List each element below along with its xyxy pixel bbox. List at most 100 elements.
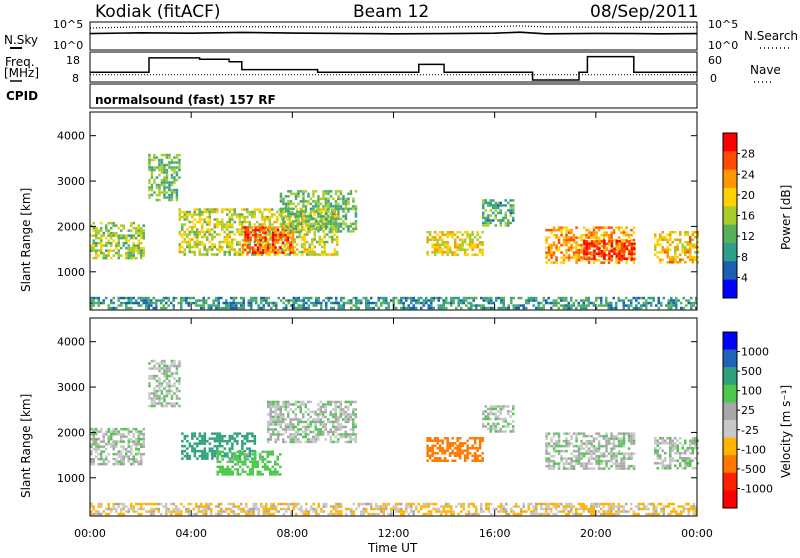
heat-cell (575, 226, 578, 229)
heat-cell (261, 218, 264, 221)
heat-cell (500, 408, 503, 411)
heat-cell (600, 460, 603, 463)
heat-cell (221, 248, 224, 251)
heat-cell (578, 244, 581, 247)
heat-cell (110, 433, 113, 436)
heat-cell (456, 249, 459, 252)
heat-cell (292, 225, 295, 228)
heat-cell (600, 445, 603, 448)
heat-cell (332, 421, 335, 424)
heat-cell (285, 304, 288, 307)
heat-cell (575, 259, 578, 262)
heat-cell (585, 236, 588, 239)
heat-cell (545, 251, 548, 254)
heat-cell (598, 462, 601, 465)
heat-cell (563, 299, 566, 302)
heat-cell (608, 460, 611, 463)
heat-cell (623, 440, 626, 443)
heat-cell (479, 251, 482, 254)
heat-cell (225, 510, 228, 513)
heat-cell (337, 215, 340, 218)
heat-cell (140, 297, 143, 300)
heat-cell (183, 299, 186, 302)
heat-cell (500, 204, 503, 207)
heat-cell (287, 200, 290, 203)
heat-cell (448, 302, 451, 305)
heat-cell (158, 166, 161, 169)
heat-cell (225, 299, 228, 302)
heat-cell (334, 248, 337, 251)
heat-cell (669, 445, 672, 448)
heat-cell (211, 457, 214, 460)
heat-cell (378, 297, 381, 300)
heat-cell (128, 430, 131, 433)
heat-cell (345, 223, 348, 226)
heat-cell (595, 447, 598, 450)
heat-cell (355, 441, 358, 444)
heat-cell (684, 467, 687, 470)
heat-cell (230, 510, 233, 513)
heat-cell (287, 401, 290, 404)
heat-cell (105, 244, 108, 247)
heat-cell (692, 440, 695, 443)
heat-cell (677, 460, 680, 463)
heat-cell (677, 256, 680, 259)
heat-cell (342, 220, 345, 223)
heat-cell (95, 244, 98, 247)
heat-cell (518, 297, 521, 300)
heat-cell (689, 445, 692, 448)
heat-cell (684, 241, 687, 244)
heat-cell (578, 254, 581, 257)
heat-cell (575, 432, 578, 435)
heat-cell (168, 184, 171, 187)
heat-cell (255, 297, 258, 300)
heat-cell (565, 432, 568, 435)
heat-cell (151, 171, 154, 174)
heat-cell (337, 190, 340, 193)
heat-cell (296, 248, 299, 251)
heat-cell (461, 442, 464, 445)
heat-cell (138, 448, 141, 451)
heat-cell (461, 234, 464, 237)
heat-cell (565, 236, 568, 239)
heat-cell (355, 304, 358, 307)
heat-cell (342, 228, 345, 231)
heat-cell (274, 226, 277, 229)
heat-cell (219, 445, 222, 448)
heat-cell (93, 448, 96, 451)
heat-cell (243, 297, 246, 300)
heat-cell (115, 428, 118, 431)
heat-cell (662, 249, 665, 252)
heat-cell (120, 440, 123, 443)
heat-cell (466, 447, 469, 450)
heat-cell (518, 307, 521, 310)
heat-cell (431, 450, 434, 453)
heat-cell (588, 258, 591, 261)
heat-cell (352, 426, 355, 429)
heat-cell (580, 432, 583, 435)
heat-cell (163, 171, 166, 174)
heat-cell (548, 297, 551, 300)
heat-cell (606, 243, 609, 246)
heat-cell (123, 244, 126, 247)
heat-cell (548, 302, 551, 305)
heat-cell (264, 244, 267, 247)
heat-cell (431, 251, 434, 254)
heat-cell (436, 457, 439, 460)
heat-cell (196, 442, 199, 445)
heat-cell (325, 505, 328, 508)
heat-cell (268, 297, 271, 300)
heat-cell (214, 211, 217, 214)
heat-cell (611, 250, 614, 253)
heat-cell (439, 236, 442, 239)
heat-cell (605, 435, 608, 438)
heat-cell (315, 299, 318, 302)
heat-cell (568, 231, 571, 234)
heat-cell (105, 455, 108, 458)
heat-cell (292, 436, 295, 439)
heat-cell (555, 302, 558, 305)
heat-cell (677, 440, 680, 443)
heat-cell (451, 445, 454, 448)
heat-cell (185, 297, 188, 300)
heat-cell (312, 438, 315, 441)
